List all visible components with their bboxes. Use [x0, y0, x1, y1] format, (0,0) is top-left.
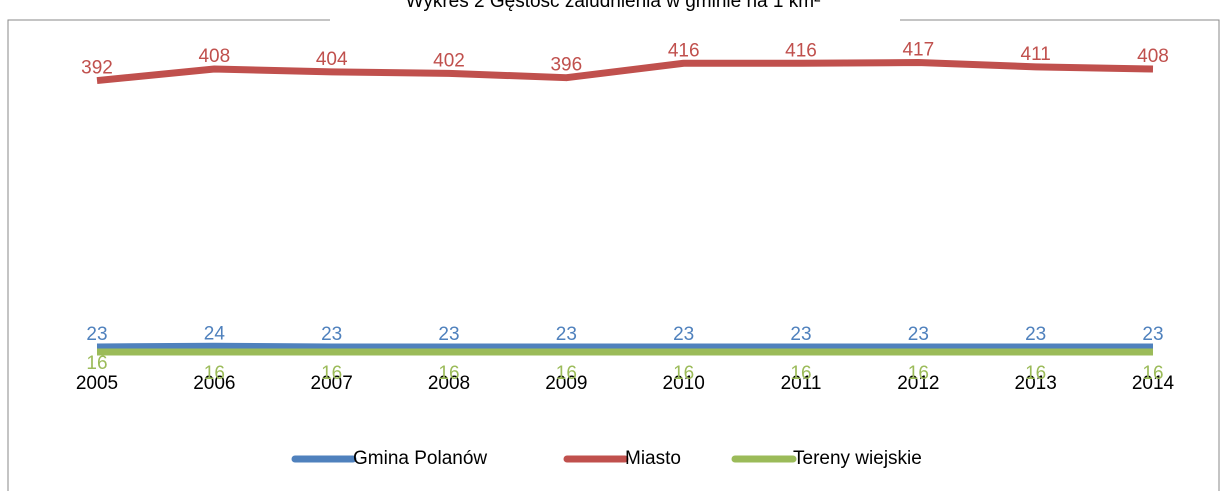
data-label: 411	[1021, 44, 1051, 65]
data-label: 16	[908, 363, 929, 384]
x-tick-label: 2013	[1015, 373, 1057, 394]
legend-label: Gmina Polanów	[353, 448, 487, 469]
data-label: 16	[556, 363, 577, 384]
x-tick-label: 2006	[193, 373, 235, 394]
chart-title: Wykres 2 Gęstość zaludnienia w gminie na…	[406, 0, 821, 12]
series-line	[96, 59, 1154, 85]
x-tick-label: 2005	[76, 373, 118, 394]
data-label: 417	[902, 40, 934, 61]
data-label: 16	[1142, 363, 1163, 384]
data-label: 396	[550, 55, 582, 76]
title-background	[330, 0, 900, 22]
series-line	[96, 342, 1153, 351]
data-label: 24	[204, 323, 226, 344]
data-label: 23	[673, 324, 694, 345]
x-tick-label: 2008	[428, 373, 470, 394]
chart-frame	[7, 19, 1220, 491]
data-label: 402	[433, 50, 465, 71]
data-label: 16	[673, 363, 694, 384]
data-label: 16	[1025, 363, 1046, 384]
data-label: 23	[86, 324, 107, 345]
data-label: 408	[198, 46, 230, 67]
data-label: 416	[785, 40, 817, 61]
data-label: 408	[1137, 46, 1169, 67]
data-label: 16	[86, 353, 107, 374]
x-tick-label: 2011	[781, 373, 822, 394]
data-label: 23	[321, 324, 342, 345]
data-label: 16	[438, 363, 459, 384]
data-label: 392	[81, 58, 113, 79]
data-label: 23	[1025, 324, 1046, 345]
legend-label: Miasto	[625, 448, 681, 469]
x-tick-label: 2012	[897, 373, 939, 394]
x-tick-label: 2007	[311, 373, 353, 394]
data-label: 23	[790, 324, 811, 345]
data-label: 23	[438, 324, 459, 345]
data-label: 23	[556, 324, 577, 345]
data-label: 416	[668, 40, 700, 61]
data-label: 23	[1142, 324, 1163, 345]
x-tick-label: 2010	[663, 373, 705, 394]
data-label: 16	[204, 363, 225, 384]
data-label: 16	[321, 363, 342, 384]
data-label: 16	[790, 363, 811, 384]
legend-label: Tereny wiejskie	[793, 448, 922, 469]
data-label: 404	[316, 49, 348, 70]
x-tick-label: 2009	[545, 373, 587, 394]
x-tick-label: 2014	[1132, 373, 1175, 394]
data-label: 23	[908, 324, 929, 345]
